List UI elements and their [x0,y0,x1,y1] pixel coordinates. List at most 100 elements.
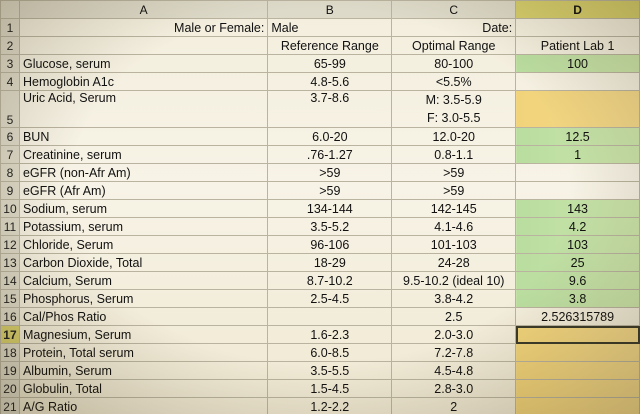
cell-a[interactable]: Creatinine, serum [18,145,269,164]
cell-b[interactable]: 8.7-10.2 [267,271,393,290]
cell-d[interactable] [515,163,640,182]
cell-d[interactable] [515,181,640,200]
cell-c[interactable]: Optimal Range [391,36,517,55]
cell-d[interactable] [515,397,640,414]
cell-b[interactable]: 18-29 [267,253,393,272]
cell-b[interactable] [267,307,393,326]
cell-d[interactable]: 3.8 [515,289,640,308]
cell-b[interactable]: 2.5-4.5 [267,289,393,308]
cell-c[interactable]: 7.2-7.8 [391,343,517,362]
cell-c[interactable]: 80-100 [391,54,517,73]
cell-d[interactable] [515,72,640,91]
row-header[interactable]: 3 [0,54,20,73]
cell-d[interactable] [515,379,640,398]
cell-b[interactable]: 3.5-5.5 [267,361,393,380]
cell-a[interactable]: eGFR (non-Afr Am) [18,163,269,182]
row-header[interactable]: 18 [0,343,20,362]
cell-c[interactable]: >59 [391,181,517,200]
cell-a[interactable]: eGFR (Afr Am) [18,181,269,200]
cell-a[interactable] [18,36,269,55]
cell-d-active[interactable] [515,325,640,344]
row-header[interactable]: 15 [0,289,20,308]
cell-a[interactable]: Calcium, Serum [18,271,269,290]
cell-b[interactable]: 4.8-5.6 [267,72,393,91]
cell-c[interactable]: 101-103 [391,235,517,254]
row-header[interactable]: 16 [0,307,20,326]
cell-a[interactable]: Potassium, serum [18,217,269,236]
cell-b[interactable]: 3.7-8.6 [267,90,393,128]
cell-b[interactable]: 1.2-2.2 [267,397,393,414]
cell-a[interactable]: Phosphorus, Serum [18,289,269,308]
cell-a[interactable]: Hemoglobin A1c [18,72,269,91]
row-header[interactable]: 5 [0,90,20,128]
cell-a[interactable]: Male or Female: [18,18,269,37]
cell-b[interactable]: 96-106 [267,235,393,254]
cell-a[interactable]: Albumin, Serum [18,361,269,380]
row-header[interactable]: 19 [0,361,20,380]
cell-d[interactable]: 12.5 [515,127,640,146]
cell-b[interactable]: .76-1.27 [267,145,393,164]
cell-a[interactable]: BUN [18,127,269,146]
cell-a[interactable]: Magnesium, Serum [18,325,269,344]
column-header-d[interactable]: D [515,0,640,19]
column-header-c[interactable]: C [391,0,517,19]
row-header[interactable]: 17 [0,325,20,344]
row-header[interactable]: 7 [0,145,20,164]
cell-c[interactable]: 142-145 [391,199,517,218]
cell-b[interactable]: 134-144 [267,199,393,218]
row-header[interactable]: 6 [0,127,20,146]
cell-c[interactable]: 4.1-4.6 [391,217,517,236]
cell-d[interactable] [515,18,640,37]
row-header[interactable]: 12 [0,235,20,254]
cell-c[interactable]: 3.8-4.2 [391,289,517,308]
column-header-b[interactable]: B [267,0,393,19]
row-header[interactable]: 21 [0,397,20,414]
row-header[interactable]: 10 [0,199,20,218]
cell-b[interactable]: >59 [267,163,393,182]
cell-d[interactable]: 25 [515,253,640,272]
cell-d[interactable]: 100 [515,54,640,73]
cell-b[interactable]: Male [267,18,393,37]
row-header[interactable]: 2 [0,36,20,55]
cell-a[interactable]: Chloride, Serum [18,235,269,254]
cell-c[interactable]: 24-28 [391,253,517,272]
cell-b[interactable]: Reference Range [267,36,393,55]
cell-d[interactable]: 9.6 [515,271,640,290]
cell-c[interactable]: 2.5 [391,307,517,326]
cell-b[interactable]: >59 [267,181,393,200]
select-all-corner[interactable] [0,0,20,19]
row-header[interactable]: 13 [0,253,20,272]
row-header[interactable]: 9 [0,181,20,200]
cell-b[interactable]: 6.0-20 [267,127,393,146]
cell-a[interactable]: Cal/Phos Ratio [18,307,269,326]
cell-a[interactable]: A/G Ratio [18,397,269,414]
cell-d[interactable]: 103 [515,235,640,254]
row-header[interactable]: 8 [0,163,20,182]
cell-c[interactable]: 0.8-1.1 [391,145,517,164]
cell-a[interactable]: Globulin, Total [18,379,269,398]
column-header-a[interactable]: A [18,0,269,19]
cell-c[interactable]: M: 3.5-5.9 F: 3.0-5.5 [391,90,517,128]
cell-d[interactable]: 2.526315789 [515,307,640,326]
cell-a[interactable]: Glucose, serum [18,54,269,73]
cell-d[interactable] [515,343,640,362]
cell-d[interactable]: 1 [515,145,640,164]
cell-a[interactable]: Carbon Dioxide, Total [18,253,269,272]
cell-d[interactable] [515,361,640,380]
cell-b[interactable]: 1.6-2.3 [267,325,393,344]
cell-c[interactable]: 9.5-10.2 (ideal 10) [391,271,517,290]
cell-c[interactable]: Date: [391,18,517,37]
cell-d[interactable]: 4.2 [515,217,640,236]
cell-c[interactable]: 12.0-20 [391,127,517,146]
row-header[interactable]: 20 [0,379,20,398]
cell-b[interactable]: 6.0-8.5 [267,343,393,362]
cell-a[interactable]: Sodium, serum [18,199,269,218]
cell-a[interactable]: Uric Acid, Serum [18,90,269,128]
cell-d[interactable] [515,90,640,128]
row-header[interactable]: 14 [0,271,20,290]
cell-c[interactable]: 4.5-4.8 [391,361,517,380]
row-header[interactable]: 4 [0,72,20,91]
cell-b[interactable]: 65-99 [267,54,393,73]
cell-c[interactable]: 2.8-3.0 [391,379,517,398]
cell-a[interactable]: Protein, Total serum [18,343,269,362]
